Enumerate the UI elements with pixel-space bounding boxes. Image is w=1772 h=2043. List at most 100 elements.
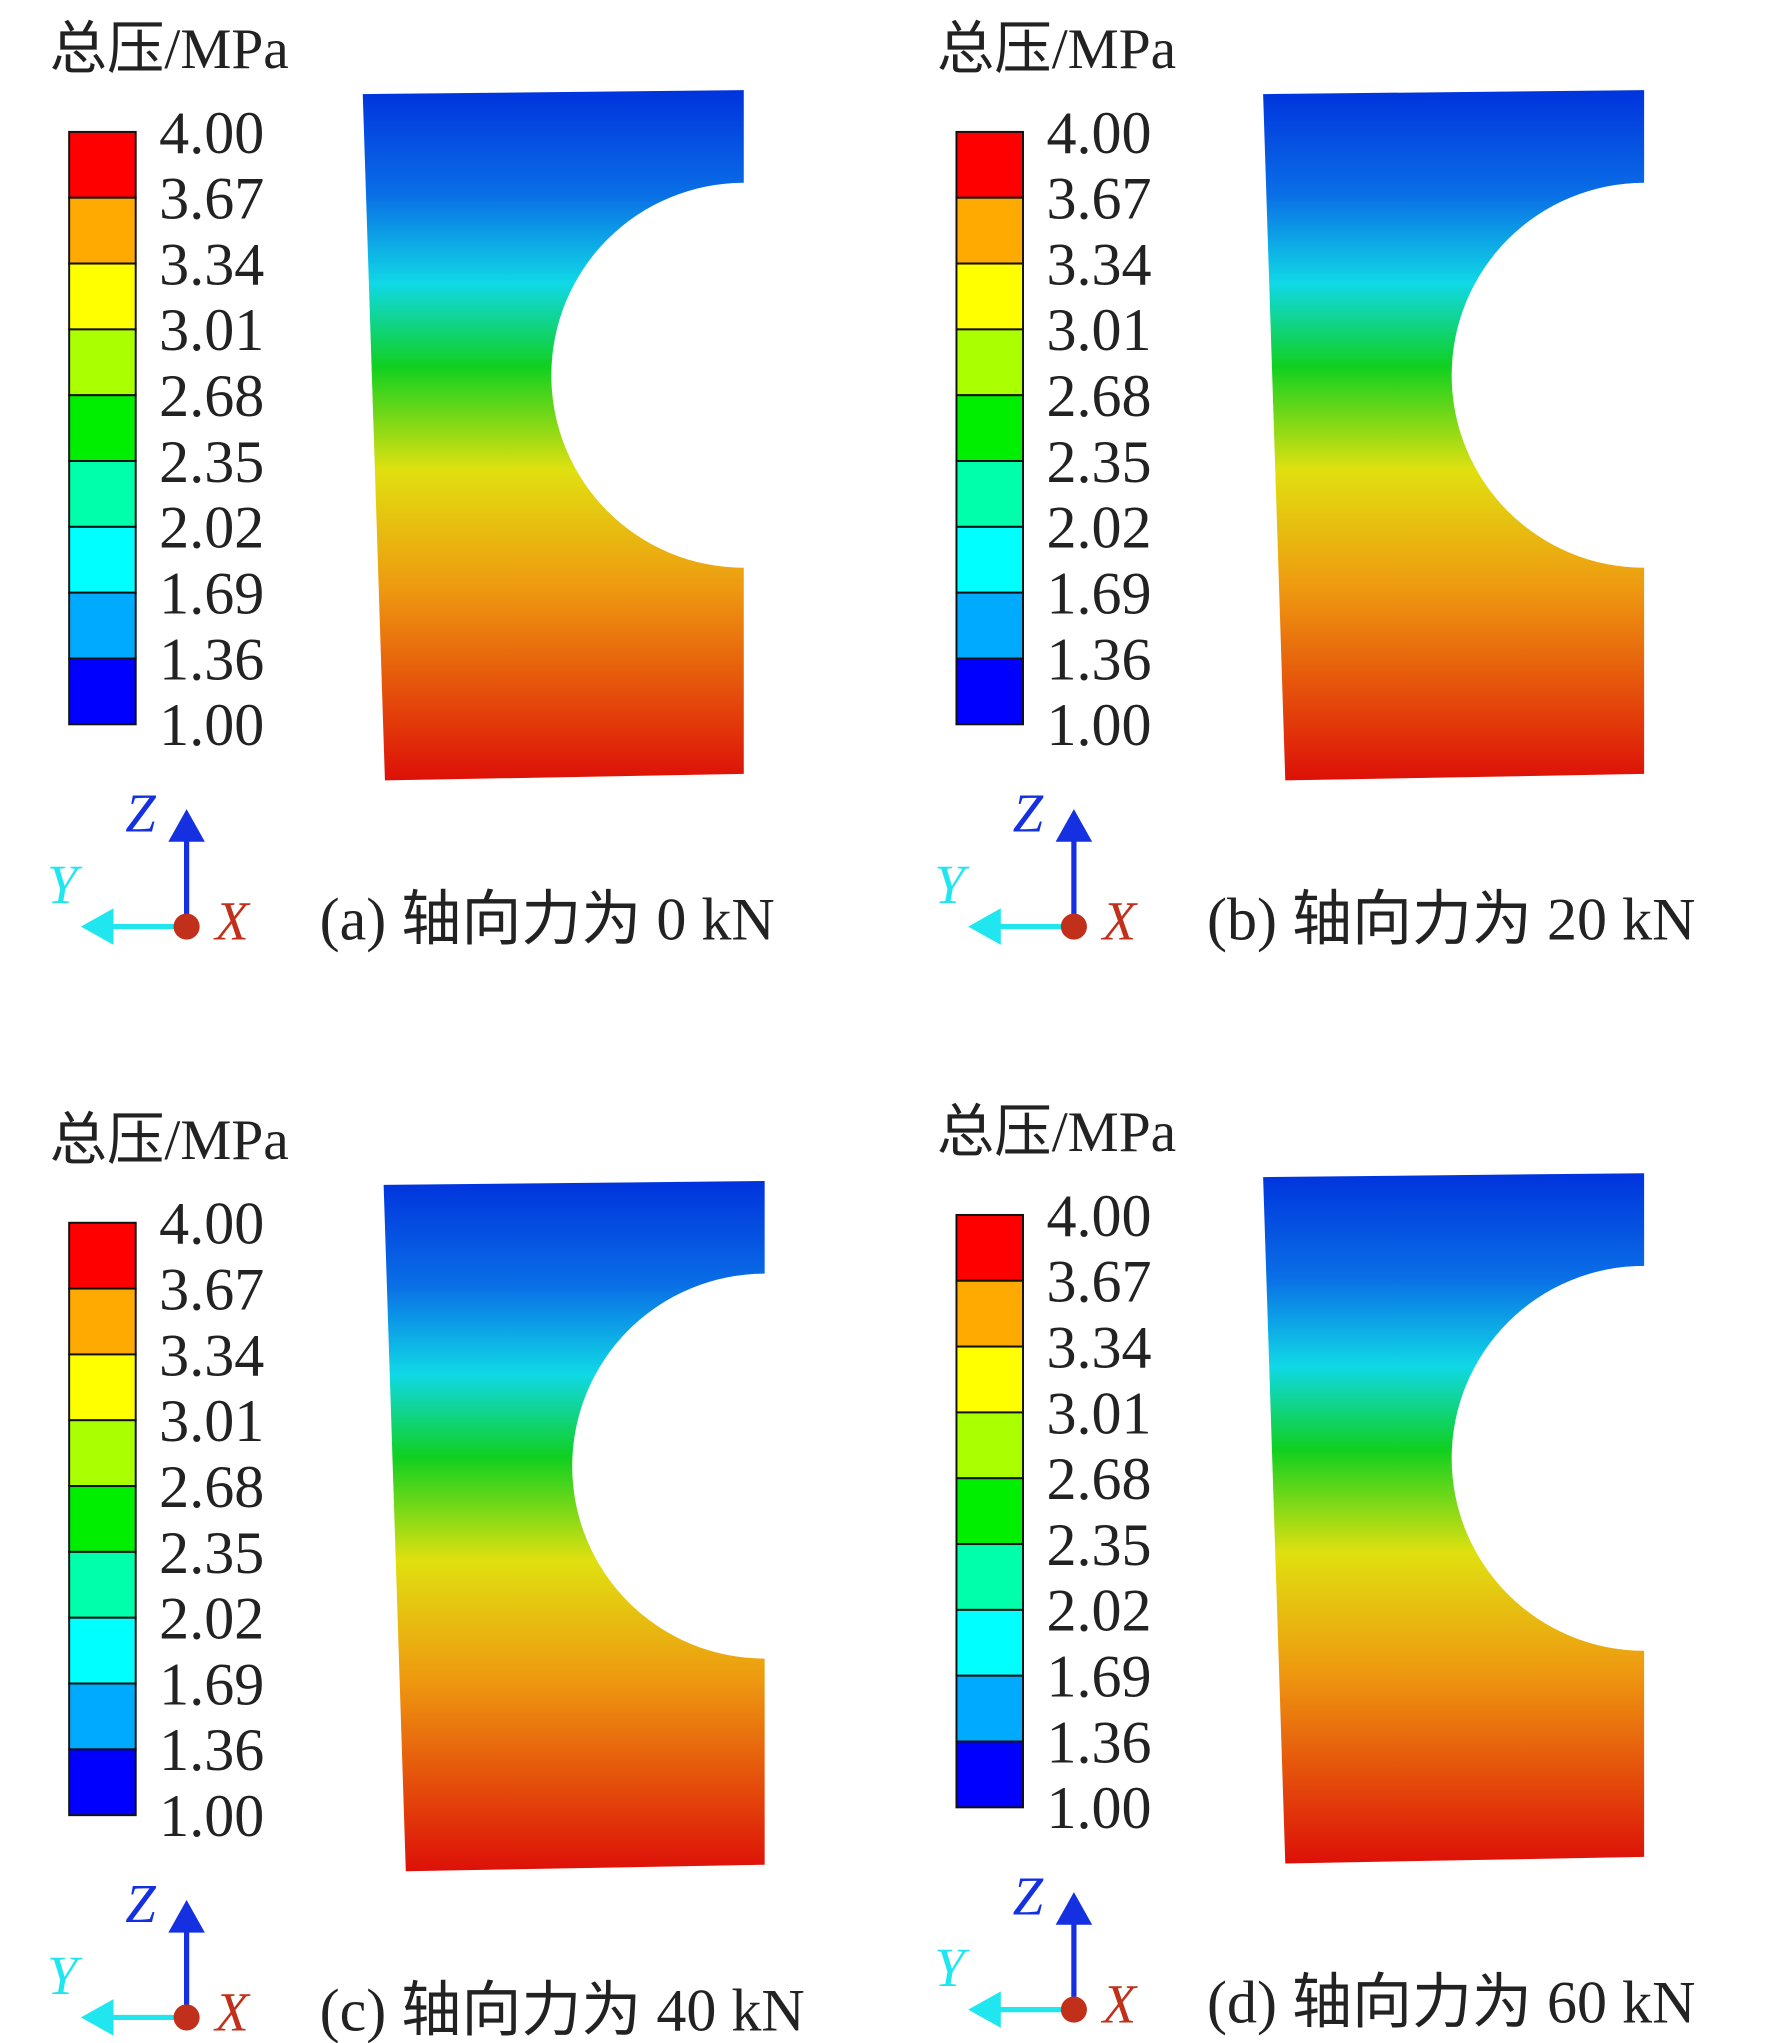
legend-band [68,1353,137,1422]
legend-band [955,460,1024,528]
caption: (d) 轴向力为 60 kN [1207,1970,1695,2036]
x-label: X [213,1981,251,2042]
y-arrow [80,1999,114,2036]
legend-band [955,525,1024,594]
z-arrow [168,809,205,842]
x-label: X [213,891,251,952]
y-label: Y [934,854,970,915]
legend-label: 1.36 [1046,626,1151,692]
legend-band [955,196,1024,265]
y-arrow [968,908,1001,945]
legend-title: 总压/MPa [50,1109,289,1172]
legend-label: 1.00 [1046,1775,1151,1841]
legend-band [68,1221,137,1290]
legend-label: 1.69 [159,1651,264,1717]
legend-label: 1.00 [159,1783,264,1849]
legend-label: 1.69 [1046,1644,1151,1710]
legend-band [955,1213,1024,1282]
legend-band [955,1411,1024,1480]
legend-label: 3.67 [159,1256,264,1322]
legend-band [68,657,137,726]
legend-band [955,1740,1024,1809]
caption: (a) 轴向力为 0 kN [320,887,775,953]
legend-band [68,1287,137,1356]
z-label: Z [1013,1865,1044,1926]
legend-band [68,1616,137,1685]
y-arrow [968,1991,1001,2028]
legend-band [68,591,137,660]
x-axis-dot [173,913,200,940]
legend-label: 2.35 [159,1520,264,1586]
pressure-contour [383,1181,765,1872]
legend-label: 3.67 [1046,1249,1151,1315]
panel: 总压/MPa4.003.673.343.012.682.352.021.691.… [934,18,1695,953]
legend-label: 3.34 [1046,1314,1151,1380]
z-arrow [1055,809,1093,842]
legend-label: 3.34 [1046,231,1151,297]
legend-band [955,1674,1024,1743]
panel: 总压/MPa4.003.673.343.012.682.352.021.691.… [934,1101,1695,2036]
z-arrow [1055,1892,1093,1925]
legend-band [955,130,1024,199]
legend-band [68,394,137,463]
legend-label: 3.67 [159,166,264,232]
legend-label: 2.02 [159,495,264,561]
legend-label: 2.68 [159,1454,264,1520]
legend-band [955,657,1024,726]
pressure-contour [1263,90,1645,781]
legend-label: 4.00 [159,1191,264,1257]
legend-label: 2.35 [1046,429,1151,495]
legend-label: 2.02 [1046,495,1151,561]
legend-label: 2.68 [1046,363,1151,429]
legend-label: 1.00 [159,692,264,758]
legend-band [955,591,1024,660]
legend-label: 3.01 [1046,297,1151,363]
z-label: Z [125,1873,156,1934]
y-label: Y [934,1937,970,1998]
legend-label: 3.67 [1046,166,1151,232]
legend-band [68,525,137,594]
caption: (c) 轴向力为 40 kN [320,1977,805,2043]
z-arrow [168,1899,205,1933]
legend-band [68,196,137,265]
y-label: Y [47,854,83,915]
legend-band [955,262,1024,331]
legend-label: 3.34 [159,231,264,297]
legend-band [955,1345,1024,1414]
z-label: Z [1013,782,1044,843]
legend-band [955,1279,1024,1348]
legend-band [68,1748,137,1817]
legend-label: 2.35 [1046,1512,1151,1578]
legend-label: 4.00 [1046,1183,1151,1249]
legend-label: 1.69 [159,561,264,627]
legend-band [955,1477,1024,1546]
legend-label: 1.36 [1046,1709,1151,1775]
legend-label: 1.36 [159,1717,264,1783]
legend-label: 1.69 [1046,561,1151,627]
caption: (b) 轴向力为 20 kN [1207,887,1695,953]
legend-label: 3.34 [159,1322,264,1388]
legend-band [68,1485,137,1553]
legend-band [955,394,1024,463]
y-arrow [80,908,114,945]
legend-label: 2.02 [1046,1578,1151,1644]
panel: 总压/MPa4.003.673.343.012.682.352.021.691.… [47,1109,805,2043]
legend-label: 2.35 [159,429,264,495]
legend-band [68,460,137,528]
legend-label: 4.00 [1046,100,1151,166]
legend-label: 3.01 [159,297,264,363]
y-label: Y [47,1945,83,2006]
x-axis-dot [1060,1996,1087,2023]
legend-band [68,1419,137,1488]
legend-label: 2.68 [159,363,264,429]
legend-title: 总压/MPa [937,18,1176,81]
x-label: X [1101,891,1139,952]
panel: 总压/MPa4.003.673.343.012.682.352.021.691.… [47,18,775,953]
legend-band [68,130,137,199]
pressure-contour [362,90,744,781]
legend-band [68,262,137,331]
x-axis-dot [173,2004,200,2031]
z-label: Z [125,782,156,843]
legend-band [955,1608,1024,1677]
legend-label: 1.00 [1046,692,1151,758]
